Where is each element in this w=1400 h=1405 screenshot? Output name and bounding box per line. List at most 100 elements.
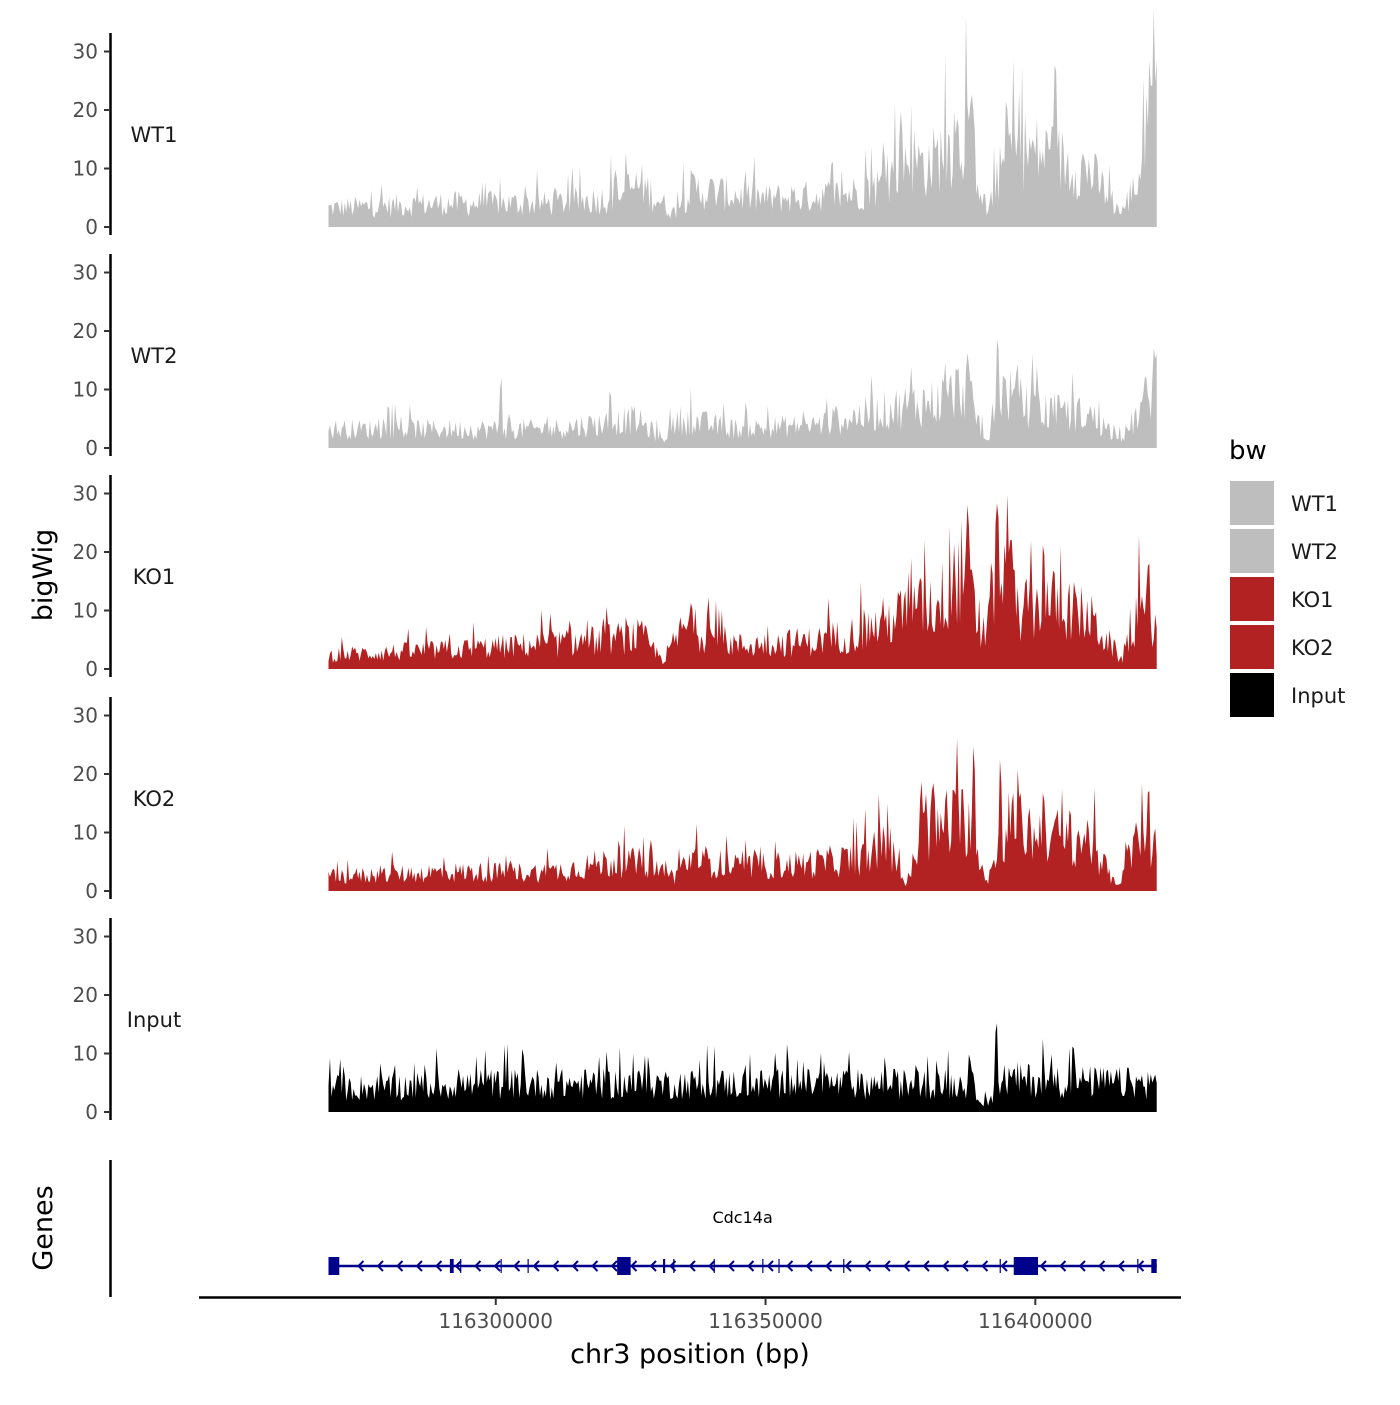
y-tick-label: 10 — [73, 1042, 98, 1066]
track-input: 0 10 20 30 Input — [73, 918, 1157, 1124]
strand-arrow — [981, 1260, 989, 1272]
legend-label-ko1: KO1 — [1291, 588, 1334, 612]
y-tick-label: 20 — [73, 540, 98, 564]
track-label-wt1: WT1 — [131, 123, 178, 147]
strand-arrow — [1059, 1260, 1067, 1272]
track-panels: 0 10 20 30 WT1 0 10 20 30 WT2 0 10 20 30 KO1 0 10 20 30 KO2… — [73, 9, 1157, 1124]
signal-area-wt1 — [328, 9, 1157, 228]
strand-arrow — [1039, 1260, 1047, 1272]
signal-area-input — [328, 1023, 1157, 1112]
strand-arrow — [357, 1260, 365, 1272]
strand-arrow — [688, 1260, 696, 1272]
y-tick-label: 0 — [85, 215, 98, 239]
y-tick-label: 0 — [85, 1100, 98, 1124]
strand-arrow — [415, 1260, 423, 1272]
strand-arrow — [513, 1260, 521, 1272]
legend-title: bw — [1229, 436, 1267, 466]
y-tick-label: 0 — [85, 879, 98, 903]
legend-swatch-input — [1228, 671, 1276, 719]
track-label-ko1: KO1 — [133, 565, 176, 589]
strand-arrow — [786, 1260, 794, 1272]
y-tick-label: 10 — [73, 821, 98, 845]
strand-arrow — [883, 1260, 891, 1272]
strand-arrow — [1137, 1260, 1145, 1272]
legend-label-ko2: KO2 — [1291, 636, 1334, 660]
exon-block — [663, 1259, 666, 1273]
strand-arrow — [747, 1260, 755, 1272]
exon-block — [1013, 1257, 1039, 1275]
signal-area-ko1 — [328, 494, 1157, 669]
x-axis-title: chr3 position (bp) — [570, 1339, 810, 1370]
exon-block — [328, 1257, 340, 1275]
x-tick-label: 116350000 — [708, 1309, 823, 1333]
track-label-ko2: KO2 — [133, 787, 176, 811]
legend-label-wt1: WT1 — [1291, 492, 1338, 516]
strand-arrow — [396, 1260, 404, 1272]
strand-arrow — [474, 1260, 482, 1272]
strand-arrow — [1000, 1260, 1008, 1272]
strand-arrow — [864, 1260, 872, 1272]
y-tick-label: 0 — [85, 436, 98, 460]
strand-arrow — [942, 1260, 950, 1272]
exon-block — [1151, 1259, 1157, 1273]
y-tick-label: 0 — [85, 657, 98, 681]
strand-arrow — [1078, 1260, 1086, 1272]
track-label-input: Input — [127, 1008, 181, 1032]
exon-block — [449, 1259, 454, 1273]
strand-arrow — [552, 1260, 560, 1272]
legend-swatch-ko1 — [1228, 575, 1276, 623]
y-tick-label: 30 — [73, 40, 98, 64]
track-label-wt2: WT2 — [131, 344, 178, 368]
legend-swatch-wt1 — [1228, 479, 1276, 527]
strand-arrow — [435, 1260, 443, 1272]
track-ko2: 0 10 20 30 KO2 — [73, 697, 1157, 903]
strand-arrow — [532, 1260, 540, 1272]
strand-arrow — [903, 1260, 911, 1272]
y-tick-label: 10 — [73, 599, 98, 623]
y-tick-label: 20 — [73, 319, 98, 343]
gene-model — [328, 1257, 1157, 1275]
y-tick-label: 30 — [73, 925, 98, 949]
gene-label: Cdc14a — [712, 1208, 772, 1227]
y-axis-title: bigWig — [28, 529, 59, 622]
strand-arrow — [1098, 1260, 1106, 1272]
legend-items: WT1 WT2 KO1 KO2 Input — [1228, 479, 1345, 719]
strand-arrow — [571, 1260, 579, 1272]
strand-arrow — [649, 1260, 657, 1272]
x-axis: 116300000 116350000 116400000 chr3 positio… — [199, 1296, 1181, 1370]
y-tick-label: 20 — [73, 762, 98, 786]
y-tick-label: 30 — [73, 704, 98, 728]
strand-arrow — [825, 1260, 833, 1272]
strand-arrow — [591, 1260, 599, 1272]
x-tick-label: 116300000 — [438, 1309, 553, 1333]
track-wt2: 0 10 20 30 WT2 — [73, 254, 1157, 460]
strand-arrow — [727, 1260, 735, 1272]
y-tick-label: 10 — [73, 157, 98, 181]
signal-area-ko2 — [328, 738, 1157, 891]
strand-arrow — [454, 1260, 462, 1272]
strand-arrow — [708, 1260, 716, 1272]
strand-arrow — [610, 1260, 618, 1272]
x-tick-label: 116400000 — [978, 1309, 1093, 1333]
y-tick-label: 30 — [73, 482, 98, 506]
exon-block — [617, 1257, 631, 1275]
legend-label-input: Input — [1291, 684, 1345, 708]
strand-arrow — [961, 1260, 969, 1272]
track-wt1: 0 10 20 30 WT1 — [73, 9, 1157, 239]
signal-area-wt2 — [328, 339, 1157, 448]
y-tick-label: 30 — [73, 261, 98, 285]
y-tick-label: 20 — [73, 983, 98, 1007]
legend-swatch-wt2 — [1228, 527, 1276, 575]
legend-swatch-ko2 — [1228, 623, 1276, 671]
strand-arrow — [844, 1260, 852, 1272]
legend-label-wt2: WT2 — [1291, 540, 1338, 564]
x-ticks: 116300000 116350000 116400000 — [438, 1298, 1093, 1333]
strand-arrow — [766, 1260, 774, 1272]
strand-arrow — [1117, 1260, 1125, 1272]
y-tick-label: 10 — [73, 378, 98, 402]
track-ko1: 0 10 20 30 KO1 — [73, 475, 1157, 681]
strand-arrow — [493, 1260, 501, 1272]
